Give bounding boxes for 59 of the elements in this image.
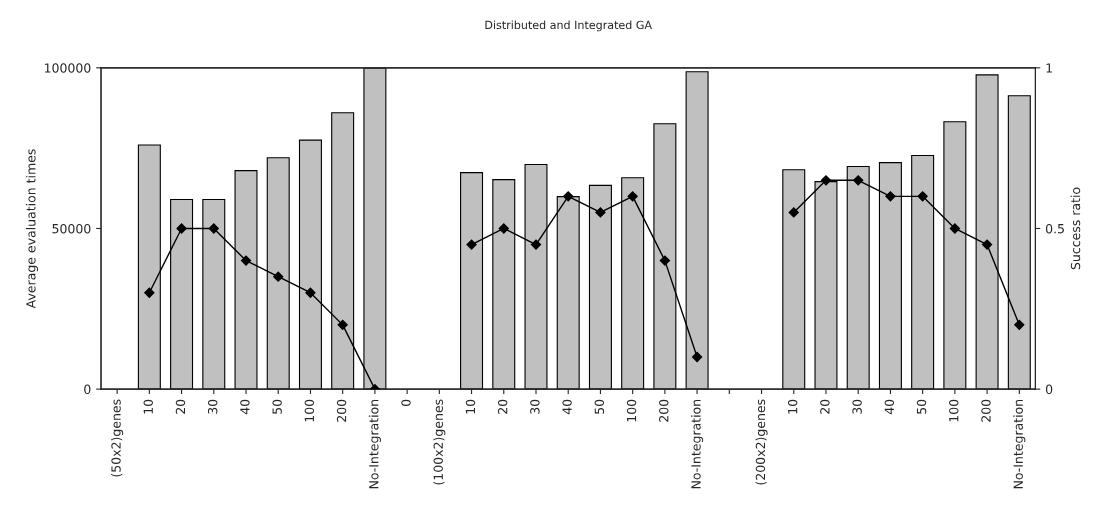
x-tick-label: 40 — [240, 399, 250, 415]
point — [691, 351, 703, 363]
point — [208, 223, 219, 234]
x-tick-label: 50 — [916, 399, 927, 414]
x-tick-label: 30 — [207, 399, 218, 414]
x-tick-label: 100 — [304, 399, 315, 422]
x-tick-label: 20 — [497, 399, 508, 414]
y2-tick-label: 0.5 — [1045, 223, 1064, 234]
point — [144, 287, 155, 298]
y-tick-label: 100000 — [44, 63, 91, 73]
point — [595, 207, 606, 218]
x-tick-label: (50x2)genes — [111, 399, 124, 477]
x-tick-label: (100x2)genes — [433, 399, 446, 485]
x-tick-label: 20 — [820, 399, 830, 414]
y2-tick-label: 1 — [1046, 63, 1052, 73]
x-tick-label: 50 — [272, 399, 282, 414]
point — [949, 223, 960, 234]
y-axis-title: Average evaluation times — [25, 149, 39, 309]
x-tick-label: 40 — [562, 399, 572, 415]
point — [917, 191, 928, 202]
point — [659, 255, 670, 266]
y-tick-label: 0 — [84, 384, 91, 395]
point — [466, 239, 477, 250]
point — [305, 287, 316, 298]
y2-axis-title: Success ratio — [1070, 187, 1081, 270]
x-tick-label: 30 — [530, 399, 540, 414]
x-tick-label: 200 — [659, 399, 669, 422]
x-tick-label: 100 — [949, 399, 959, 422]
x-tick-label: 200 — [981, 399, 991, 422]
point — [820, 175, 832, 186]
point — [627, 191, 638, 202]
x-tick-label: 200 — [336, 399, 347, 422]
x-tick-label: 10 — [465, 399, 476, 414]
x-tick-label: 10 — [143, 399, 153, 414]
x-tick-label: 100 — [626, 399, 637, 422]
y2-tick-label: 0 — [1045, 384, 1053, 395]
x-tick-label: No-Integration — [368, 399, 381, 489]
point — [1014, 319, 1025, 330]
point — [273, 271, 284, 282]
x-tick-label: 40 — [884, 399, 895, 415]
point — [240, 255, 252, 266]
x-tick-label: (200x2)genes — [755, 399, 768, 485]
point — [498, 223, 509, 234]
x-tick-label: 20 — [175, 399, 186, 414]
x-tick-label: 30 — [852, 399, 862, 414]
x-tick-label: 50 — [594, 399, 605, 414]
x-tick-label: 10 — [787, 399, 798, 414]
chart-title: Distributed and Integrated GA — [485, 20, 652, 32]
x-tick-label: No-Integration — [691, 399, 704, 489]
y-tick-label: 50000 — [52, 223, 91, 234]
x-tick-label: No-Integration — [1013, 399, 1026, 489]
point — [176, 223, 187, 234]
x-tick-label: 0 — [401, 399, 411, 406]
point — [337, 319, 348, 330]
point — [788, 207, 799, 218]
point — [853, 175, 864, 186]
point — [885, 191, 896, 202]
point — [981, 239, 993, 250]
point — [563, 191, 574, 202]
